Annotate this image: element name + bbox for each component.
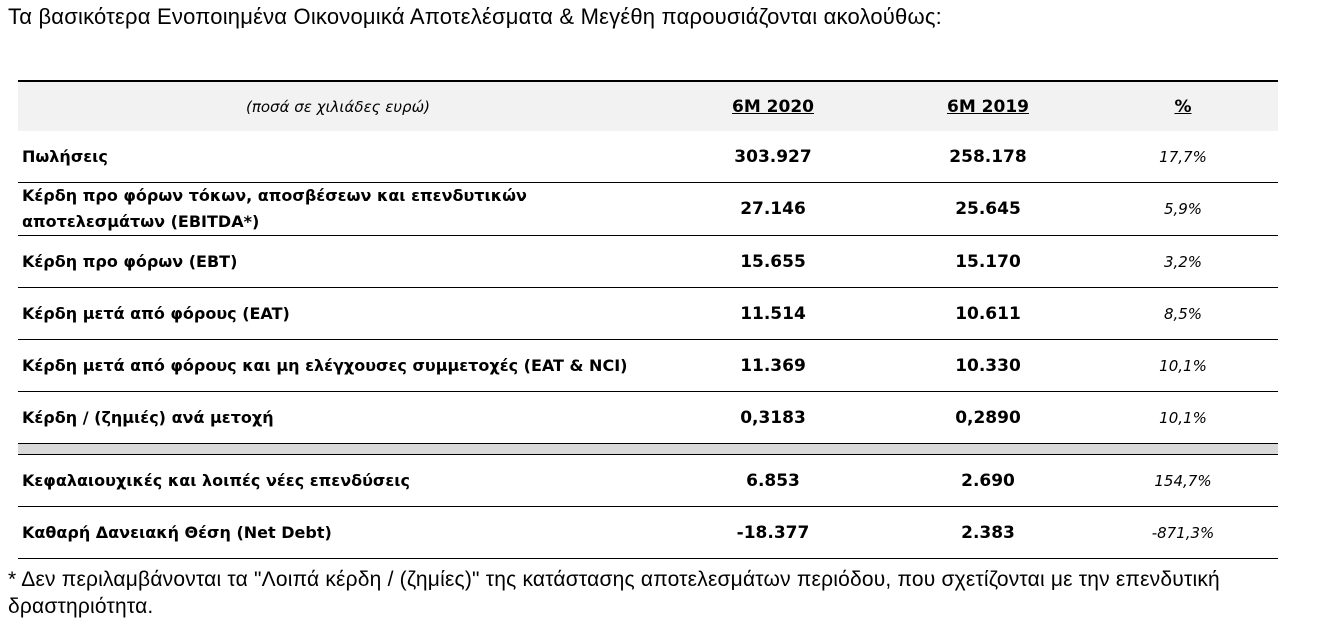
value-6m2019: 2.383 [888, 506, 1088, 559]
col-header-6m2019: 6M 2019 [947, 96, 1029, 117]
unit-header: (ποσά σε χιλιάδες ευρώ) [246, 97, 430, 116]
value-percent: -871,3% [1088, 506, 1278, 559]
value-6m2019: 15.170 [888, 235, 1088, 288]
value-6m2019: 10.611 [888, 287, 1088, 340]
value-6m2020: 11.514 [658, 287, 888, 340]
table-row: Κεφαλαιουχικές και λοιπές νέες επενδύσει… [18, 454, 1278, 507]
table-row: Κέρδη μετά από φόρους (EAT) 11.514 10.61… [18, 287, 1278, 340]
table-row: Κέρδη προ φόρων (EBT) 15.655 15.170 3,2% [18, 235, 1278, 288]
row-label: Κεφαλαιουχικές και λοιπές νέες επενδύσει… [18, 454, 658, 507]
value-percent: 3,2% [1088, 235, 1278, 288]
table-row: Κέρδη προ φόρων τόκων, αποσβέσεων και επ… [18, 182, 1278, 236]
table-row: Κέρδη μετά από φόρους και μη ελέγχουσες … [18, 339, 1278, 392]
value-6m2020: 15.655 [658, 235, 888, 288]
value-6m2020: 27.146 [658, 182, 888, 236]
table-row: Καθαρή Δανειακή Θέση (Net Debt) -18.377 … [18, 506, 1278, 559]
financial-results-table: (ποσά σε χιλιάδες ευρώ) 6M 2020 6M 2019 … [18, 80, 1278, 559]
row-label-line1: Κέρδη προ φόρων τόκων, αποσβέσεων και επ… [22, 186, 527, 205]
row-label: Καθαρή Δανειακή Θέση (Net Debt) [18, 506, 658, 559]
col-header-6m2020: 6M 2020 [732, 96, 814, 117]
value-percent: 5,9% [1088, 182, 1278, 236]
value-6m2020: 303.927 [734, 146, 812, 167]
value-6m2019: 258.178 [949, 146, 1027, 167]
value-6m2019: 0,2890 [888, 391, 1088, 444]
table-header-row: (ποσά σε χιλιάδες ευρώ) 6M 2020 6M 2019 … [18, 81, 1278, 131]
value-percent: 8,5% [1088, 287, 1278, 340]
table-row: Κέρδη / (ζημιές) ανά μετοχή 0,3183 0,289… [18, 391, 1278, 444]
value-percent: 10,1% [1088, 391, 1278, 444]
value-percent: 154,7% [1088, 454, 1278, 507]
value-6m2019: 25.645 [888, 182, 1088, 236]
value-percent: 10,1% [1088, 339, 1278, 392]
separator-band [18, 443, 1278, 455]
footnote: * Δεν περιλαμβάνονται τα "Λοιπά κέρδη / … [8, 568, 1220, 618]
value-6m2019: 10.330 [888, 339, 1088, 392]
row-label: Κέρδη μετά από φόρους και μη ελέγχουσες … [18, 339, 658, 392]
value-6m2019: 2.690 [888, 454, 1088, 507]
table-row: Πωλήσεις 303.927 258.178 17,7% [18, 131, 1278, 183]
row-label: Κέρδη προ φόρων (EBT) [18, 235, 658, 288]
row-label: Πωλήσεις [22, 146, 108, 166]
row-label: Κέρδη μετά από φόρους (EAT) [18, 287, 658, 340]
intro-text: Τα βασικότερα Ενοποιημένα Οικονομικά Απο… [8, 4, 942, 29]
value-6m2020: 0,3183 [658, 391, 888, 444]
section-separator [18, 443, 1278, 455]
value-6m2020: 6.853 [658, 454, 888, 507]
value-6m2020: -18.377 [658, 506, 888, 559]
col-header-percent: % [1174, 96, 1192, 117]
row-label: Κέρδη προ φόρων τόκων, αποσβέσεων και επ… [18, 182, 658, 236]
value-6m2020: 11.369 [658, 339, 888, 392]
row-label-line2: αποτελεσμάτων (EBITDA*) [22, 212, 260, 231]
row-label: Κέρδη / (ζημιές) ανά μετοχή [18, 391, 658, 444]
value-percent: 17,7% [1159, 147, 1207, 166]
